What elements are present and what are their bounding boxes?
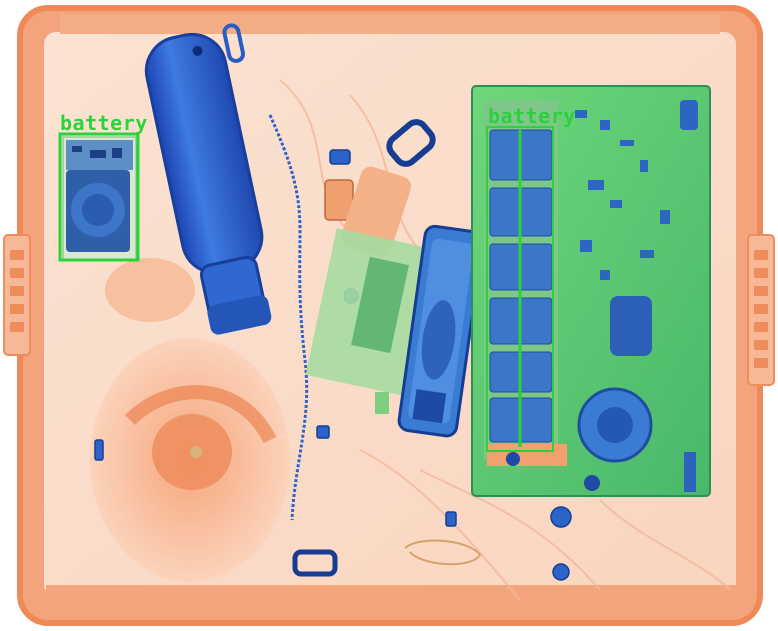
laptop <box>471 85 711 497</box>
detection-box-battery-left <box>58 132 140 262</box>
phone <box>397 224 485 438</box>
detection-box-battery-laptop <box>486 126 554 452</box>
detection-label: battery <box>488 104 576 128</box>
detection-label: battery <box>60 111 148 135</box>
battery-pack-left <box>62 136 137 260</box>
zipper-cable <box>268 114 309 521</box>
wire <box>404 539 482 566</box>
water-bottle <box>144 23 272 335</box>
round-object <box>90 338 290 582</box>
pouch <box>105 258 195 322</box>
